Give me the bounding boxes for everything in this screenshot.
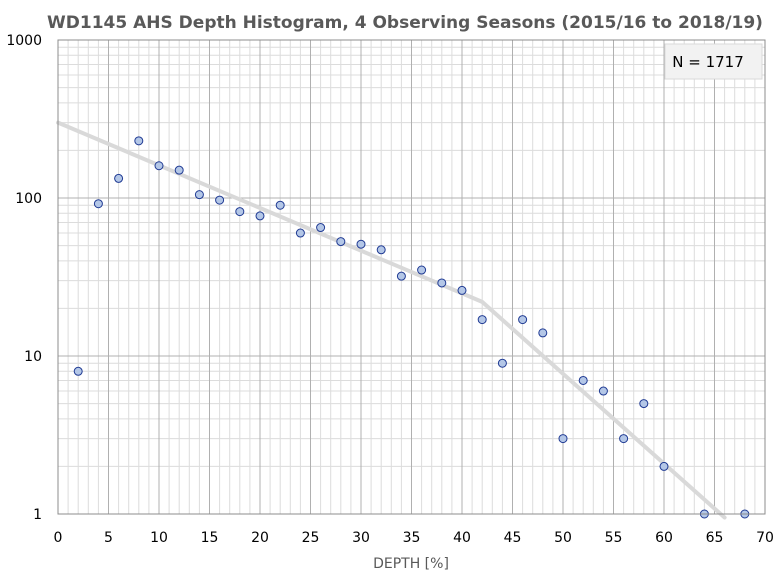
x-tick-label: 70	[756, 530, 774, 546]
data-point	[619, 434, 629, 444]
data-point	[215, 195, 225, 205]
data-point	[93, 199, 103, 209]
x-axis-ticks: 0 5 10 15 20 25 30 35 40 45 50 55 60 65 70	[54, 530, 774, 546]
data-point	[396, 271, 406, 281]
y-tick-label: 1000	[6, 33, 42, 49]
data-point	[578, 375, 588, 385]
sample-size-label: N = 1717	[672, 53, 744, 71]
data-point	[235, 207, 245, 217]
x-tick-label: 50	[554, 530, 572, 546]
x-tick-label: 60	[655, 530, 673, 546]
sample-size-box: N = 1717	[664, 43, 763, 80]
x-tick-label: 40	[453, 530, 471, 546]
data-point	[73, 366, 83, 376]
data-point	[639, 399, 649, 409]
y-tick-label: 100	[15, 191, 42, 207]
x-tick-label: 35	[403, 530, 421, 546]
data-point	[598, 386, 608, 396]
data-point	[316, 223, 326, 233]
data-point	[134, 136, 144, 146]
x-tick-label: 20	[251, 530, 269, 546]
x-tick-label: 30	[352, 530, 370, 546]
scatter-points	[73, 136, 750, 519]
major-gridlines	[58, 40, 765, 514]
data-point	[659, 461, 669, 471]
data-point	[295, 228, 305, 238]
data-point	[275, 200, 285, 210]
data-point	[497, 358, 507, 368]
data-point	[518, 315, 528, 325]
chart-title: WD1145 AHS Depth Histogram, 4 Observing …	[47, 13, 763, 33]
data-point	[194, 190, 204, 200]
data-point	[417, 265, 427, 275]
y-tick-label: 1	[33, 507, 42, 523]
data-point	[457, 285, 467, 295]
trend-line-path	[56, 120, 727, 520]
data-point	[558, 434, 568, 444]
x-tick-label: 25	[302, 530, 320, 546]
data-point	[356, 239, 366, 249]
data-point	[477, 315, 487, 325]
y-axis-ticks: 1 10 100 1000	[6, 33, 42, 523]
x-tick-label: 5	[104, 530, 113, 546]
data-point	[336, 237, 346, 247]
data-point	[174, 165, 184, 175]
x-tick-label: 45	[504, 530, 522, 546]
x-tick-label: 55	[605, 530, 623, 546]
data-point	[154, 161, 164, 171]
x-tick-label: 65	[706, 530, 724, 546]
x-tick-label: 10	[150, 530, 168, 546]
x-tick-label: 15	[201, 530, 219, 546]
data-point	[114, 173, 124, 183]
data-point	[376, 245, 386, 255]
data-point	[437, 278, 447, 288]
x-axis-label: DEPTH [%]	[373, 556, 449, 572]
trend-line	[56, 120, 727, 520]
y-tick-label: 10	[24, 349, 42, 365]
data-point	[255, 211, 265, 221]
x-tick-label: 0	[54, 530, 63, 546]
plot-area	[57, 39, 766, 515]
data-point	[538, 328, 548, 338]
